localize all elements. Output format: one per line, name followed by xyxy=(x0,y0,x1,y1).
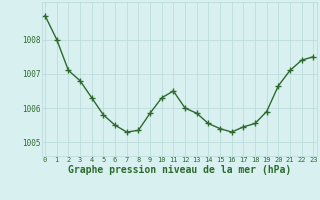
X-axis label: Graphe pression niveau de la mer (hPa): Graphe pression niveau de la mer (hPa) xyxy=(68,165,291,175)
